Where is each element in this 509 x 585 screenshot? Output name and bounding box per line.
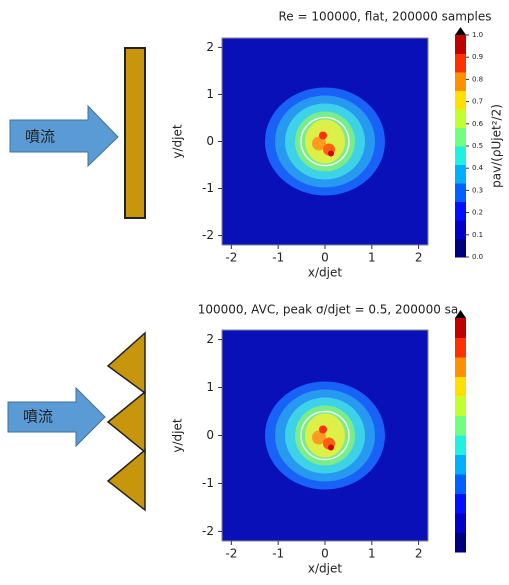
- y-axis-label: y/djet: [171, 418, 185, 452]
- jet-outline: [300, 116, 350, 167]
- y-tick-label: 0: [206, 134, 214, 148]
- colorbar-tick-label: 0.5: [472, 142, 483, 150]
- y-tick-label: 1: [206, 380, 214, 394]
- x-tick-label: 0: [321, 251, 329, 265]
- colorbar-segment: [455, 493, 466, 514]
- jet-arrow: [7, 386, 106, 448]
- y-tick-label: 2: [206, 40, 214, 54]
- y-tick-label: -1: [202, 181, 214, 195]
- colorbar-segment: [455, 183, 466, 202]
- colorbar-tick-label: 0.4: [472, 164, 484, 172]
- y-tick-label: 2: [206, 332, 214, 346]
- jet-arrow: [9, 104, 119, 168]
- jet-label: 噴流: [23, 408, 53, 426]
- colorbar-segment: [455, 532, 466, 553]
- chart-title: Re = 100000, flat, 200000 samples: [278, 10, 491, 24]
- colorbar-segment: [455, 454, 466, 475]
- contour-peak: [319, 131, 327, 140]
- colorbar-segment: [455, 220, 466, 239]
- pressure-field: [265, 87, 385, 196]
- y-tick-label: 0: [206, 428, 214, 442]
- contour-peak: [328, 150, 334, 157]
- x-tick-label: -1: [272, 251, 284, 265]
- jet-outline: [300, 410, 350, 461]
- colorbar-segment: [455, 127, 466, 147]
- x-tick-label: -2: [225, 547, 237, 561]
- colorbar-tick-label: 0.8: [472, 75, 483, 83]
- pressure-field: [265, 381, 385, 490]
- colorbar-tick-label: 0.1: [472, 231, 483, 239]
- colorbar-label: pav/(ρUjet²/2): [490, 104, 504, 188]
- colorbar-segment: [455, 90, 466, 110]
- colorbar-segment: [455, 146, 466, 165]
- colorbar-segment: [455, 376, 466, 397]
- y-tick-label: -1: [202, 476, 214, 490]
- y-tick-label: -2: [202, 524, 214, 538]
- x-tick-label: 1: [368, 547, 376, 561]
- colorbar-extend: [455, 310, 466, 318]
- contour-peak: [312, 136, 326, 151]
- colorbar-segment: [455, 396, 466, 416]
- colorbar-tick-label: 0.0: [472, 253, 483, 261]
- x-tick-label: -1: [272, 547, 284, 561]
- colorbar-tick-label: 0.7: [472, 98, 483, 106]
- colorbar-segment: [455, 513, 466, 533]
- colorbar-extend: [455, 27, 466, 35]
- colorbar-tick-label: 0.6: [472, 120, 484, 128]
- x-axis-label: x/djet: [308, 266, 342, 280]
- colorbar-segment: [455, 318, 466, 338]
- y-tick-label: -2: [202, 228, 214, 242]
- x-tick-label: 1: [368, 251, 376, 265]
- contour-peak: [312, 430, 326, 445]
- colorbar-segment: [455, 357, 466, 377]
- x-axis-label: x/djet: [308, 562, 342, 576]
- colorbar-segment: [455, 109, 466, 128]
- jet-label: 噴流: [25, 128, 55, 146]
- colorbar-segment: [455, 164, 466, 184]
- colorbar: 0.0 0.1 0.2 0.3 0.4 0.5 0.6 0.7 0.8 0.9 1.0: [455, 27, 484, 261]
- x-tick-label: 2: [415, 547, 423, 561]
- colorbar-segment: [455, 415, 466, 436]
- colorbar-segment: [455, 435, 466, 455]
- colorbar-segment: [455, 72, 466, 91]
- y-tick-label: 1: [206, 87, 214, 101]
- colorbar: [455, 310, 466, 553]
- colorbar-tick-label: 0.2: [472, 209, 483, 217]
- sawtooth-plate: [106, 331, 146, 512]
- y-axis-label: y/djet: [171, 124, 185, 158]
- colorbar-segment: [455, 337, 466, 358]
- colorbar-segment: [455, 474, 466, 494]
- colorbar-segment: [455, 238, 466, 258]
- flat-plate: [124, 47, 146, 219]
- colorbar-segment: [455, 201, 466, 221]
- colorbar-tick-label: 0.3: [472, 186, 483, 194]
- colorbar-segment: [455, 35, 466, 54]
- x-tick-label: -2: [225, 251, 237, 265]
- colorbar-tick-label: 1.0: [472, 31, 483, 39]
- chart-title: 100000, AVC, peak σ/djet = 0.5, 200000 s…: [198, 303, 459, 317]
- contour-peak: [319, 425, 327, 434]
- x-tick-label: 0: [321, 547, 329, 561]
- contour-peak: [328, 444, 334, 451]
- x-tick-label: 2: [415, 251, 423, 265]
- colorbar-segment: [455, 53, 466, 73]
- colorbar-tick-label: 0.9: [472, 53, 483, 61]
